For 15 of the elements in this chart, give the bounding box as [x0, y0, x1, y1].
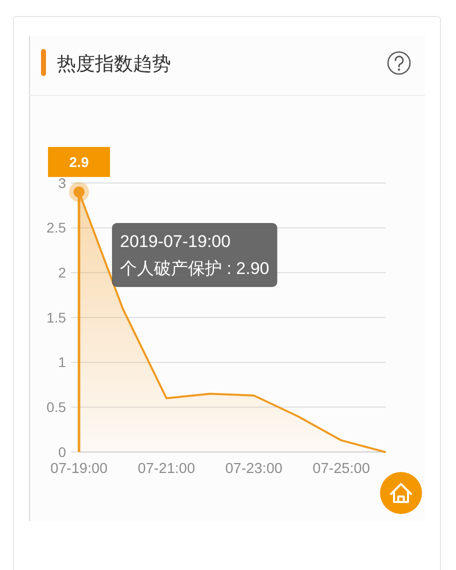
y-tick-label: 1	[58, 354, 66, 370]
annotation: 个人破产保护 : 2.90	[120, 258, 270, 278]
y-tick-label: 2	[58, 264, 66, 281]
y-tick-label: 0	[58, 444, 66, 460]
y-tick-label: 1.5	[46, 309, 66, 326]
chart-title: 热度指数趋势	[57, 53, 171, 75]
y-tick-label: 3	[58, 174, 66, 191]
y-tick-label: 2.5	[46, 220, 66, 236]
x-tick-label: 07-21:00	[138, 461, 196, 477]
x-tick-label: 07-23:00	[225, 461, 282, 477]
annotation: 2019-07-19:00	[120, 232, 231, 251]
data-label: 2.9	[69, 154, 89, 170]
x-tick-label: 07-19:00	[50, 461, 108, 477]
y-tick-label: 0.5	[46, 399, 66, 416]
x-tick-label: 07-25:00	[312, 461, 370, 477]
